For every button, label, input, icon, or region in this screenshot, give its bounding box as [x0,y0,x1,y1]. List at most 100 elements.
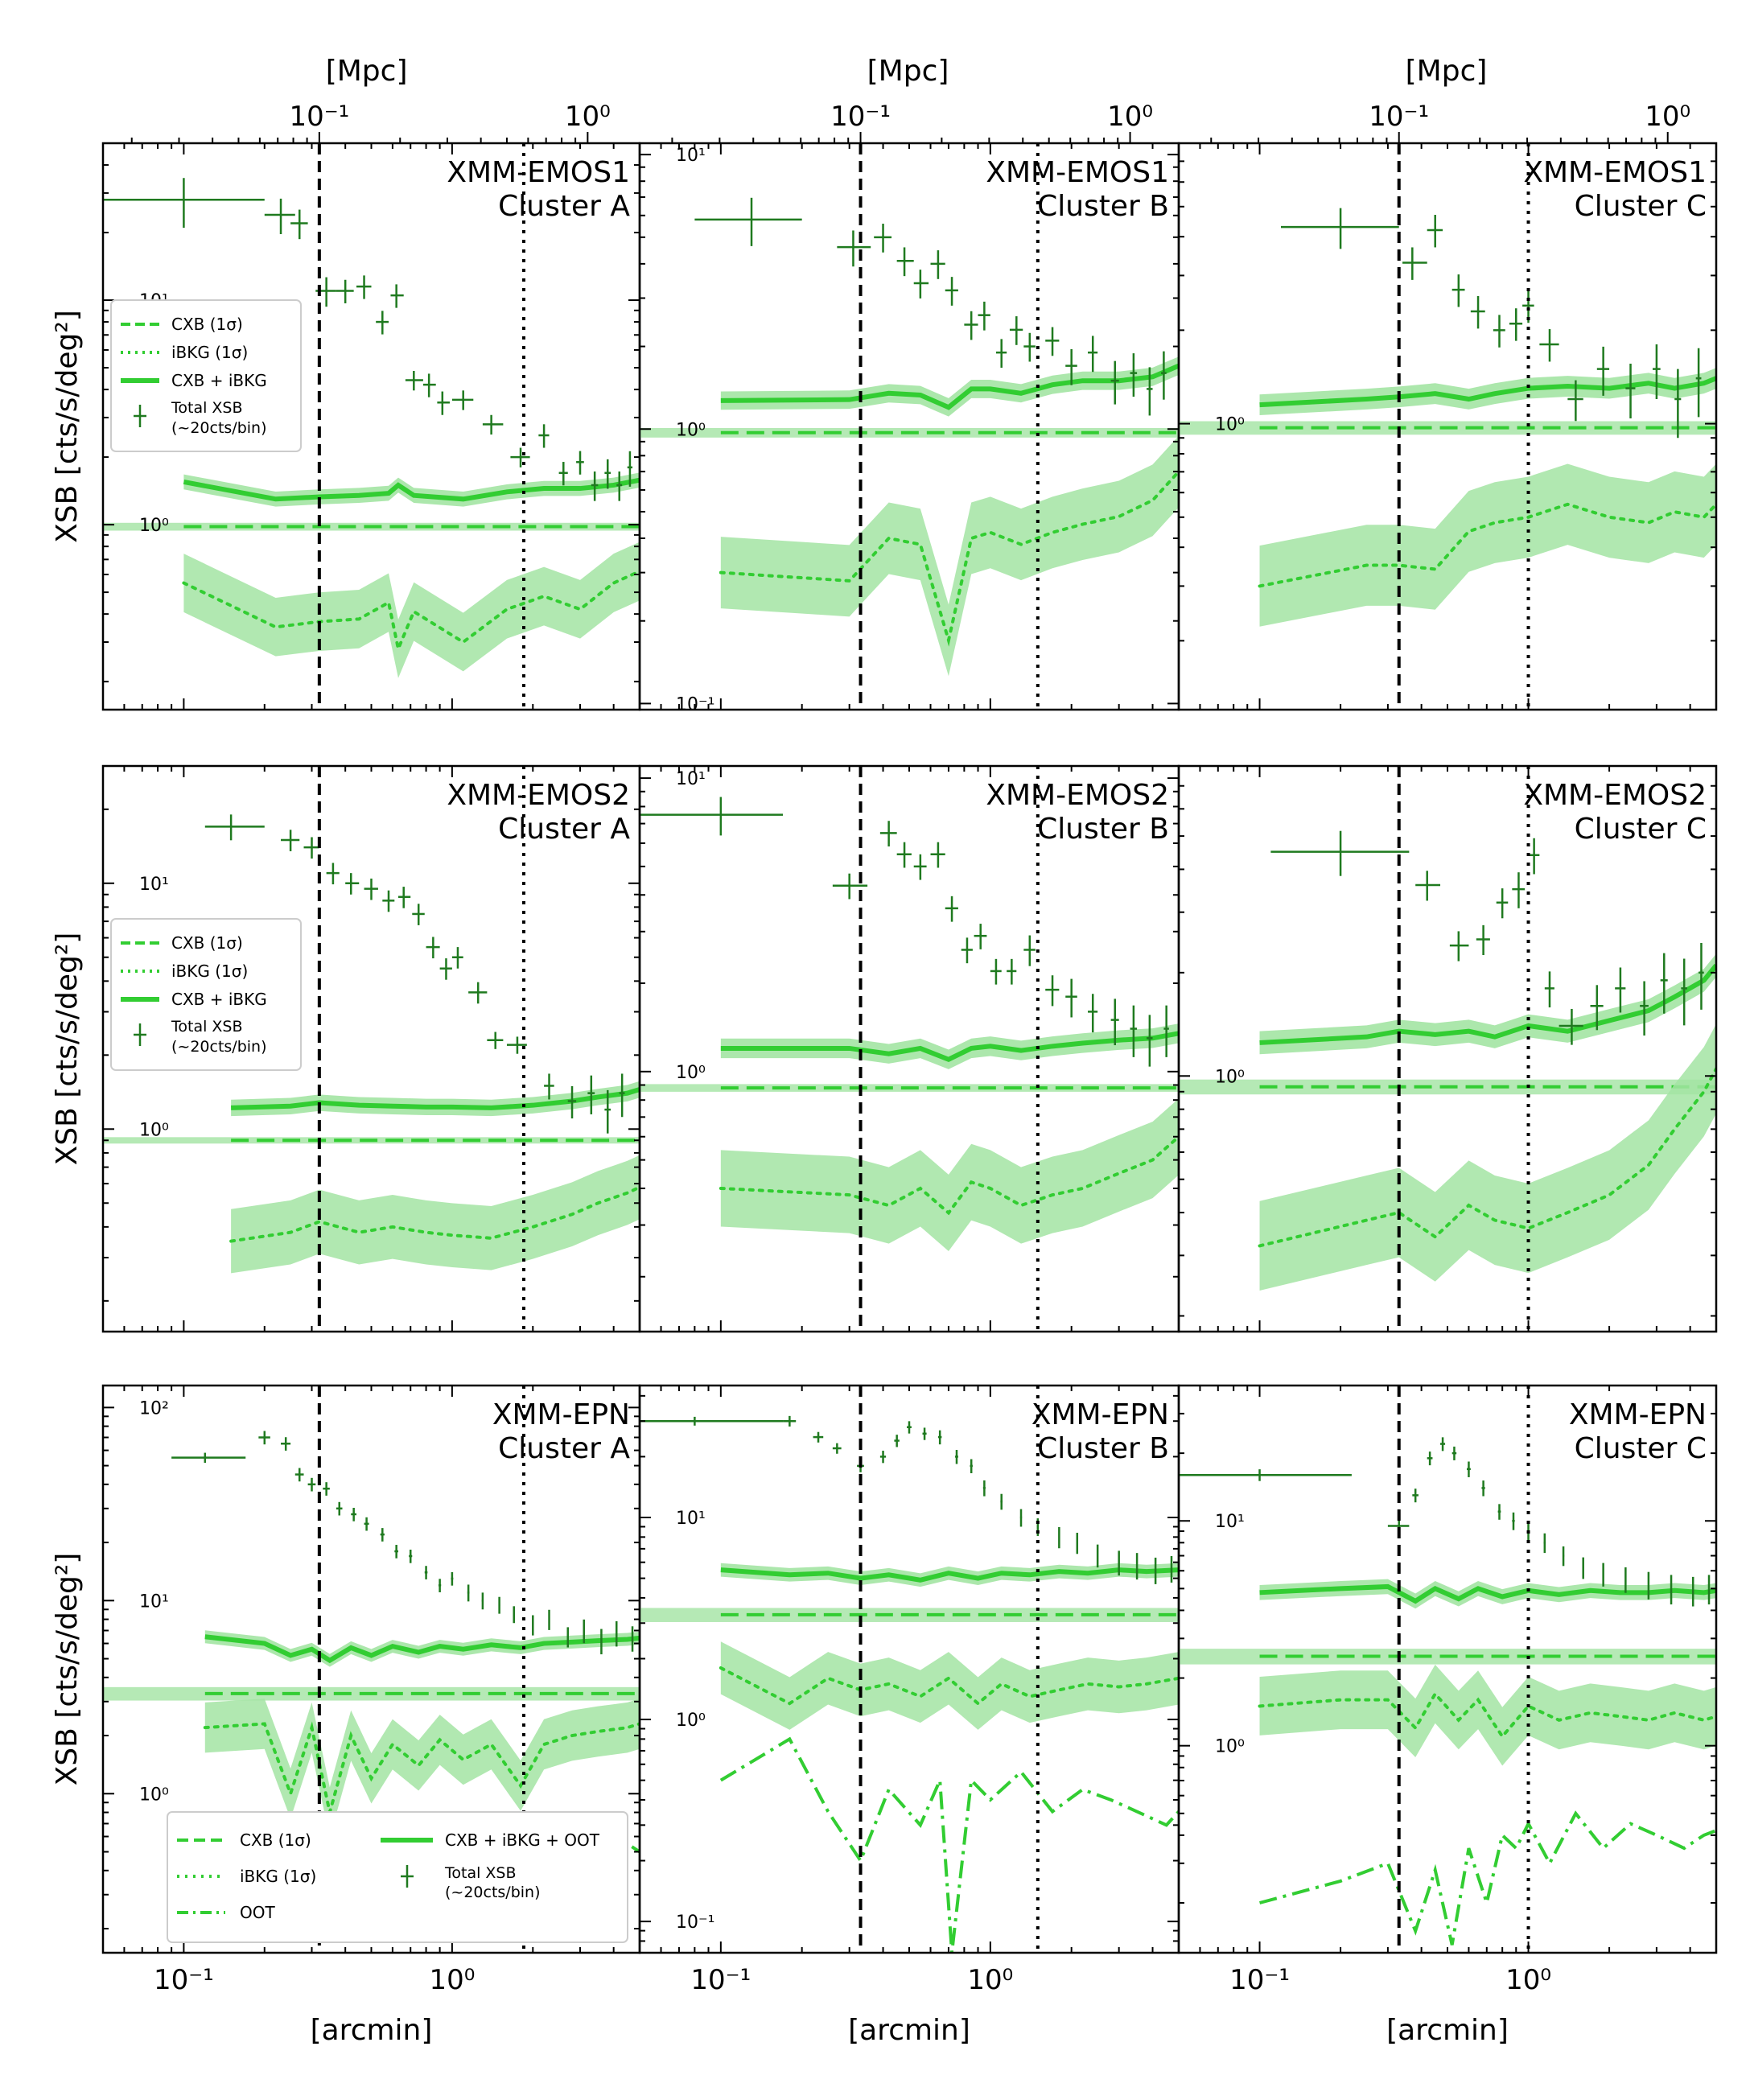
y-tick-label: 10¹ [676,769,706,789]
legend-data-label: Total XSB [171,399,243,417]
oot-line [719,1736,1179,1953]
y-tick-label: 10¹ [1215,1512,1245,1532]
y-tick-label: 10¹ [139,1591,169,1612]
total-line [720,1567,1179,1583]
x-tick-label: 10⁰ [1505,1964,1551,1996]
legend-data-label: Total XSB [171,1018,243,1036]
legend-total-label: CXB + iBKG [171,371,267,390]
panel-instrument-label: XMM-EPN [1031,1398,1169,1431]
ibkg-line [229,1185,640,1243]
legend-cxb-label: CXB (1σ) [171,315,243,334]
total-band [1259,953,1716,1055]
total-band [231,1081,640,1117]
mpc-tick-label: 10⁻¹ [1369,101,1429,133]
panel-cluster-label: Cluster A [498,1432,630,1465]
total-band [204,1630,640,1667]
ibkg-line [203,1721,640,1814]
x-tick-label: 10⁻¹ [690,1964,751,1996]
legend: CXB (1σ) iBKG (1σ) OOT CXB + iBKG + OOT Tota… [167,1811,628,1943]
y-tick-label: 10¹ [139,875,169,895]
x-axis-label: [arcmin] [1386,2014,1509,2047]
plot-area [103,143,640,710]
panel-instrument-label: XMM-EMOS1 [1523,156,1707,189]
y-tick-label: 10⁻¹ [676,694,714,714]
legend: CXB (1σ) iBKG (1σ) CXB + iBKG Total XSB (~20… [110,299,302,452]
y-tick-label: 10⁰ [1215,415,1245,435]
panel-instrument-label: XMM-EMOS1 [986,156,1169,189]
ibkg-line [719,1666,1179,1706]
panel-cluster-label: Cluster A [498,813,630,846]
plot-area [1179,1386,1716,1953]
legend-data-sublabel: (~20cts/bin) [445,1884,541,1901]
x-tick-label: 10⁻¹ [1229,1964,1290,1996]
legend-data-sublabel: (~20cts/bin) [171,1038,267,1056]
legend-box [110,299,302,452]
y-tick-label: 10⁰ [139,516,169,536]
ibkg-band [1259,463,1716,627]
ibkg-line [719,1134,1179,1216]
y-axis-label-row-2: XSB [cts/s/deg²] [51,933,84,1166]
plot-area [1179,143,1716,710]
legend-ibkg-label: iBKG (1σ) [171,343,248,362]
y-tick-label: 10⁰ [676,420,706,440]
panel-instrument-label: XMM-EMOS2 [1523,779,1707,812]
panel-cluster-label: Cluster A [498,190,630,223]
legend-ibkg-label: iBKG (1σ) [240,1867,316,1886]
legend-box [167,1811,628,1943]
y-tick-label: 10¹ [676,146,706,166]
y-tick-label: 10⁰ [139,1120,169,1140]
total-band [1259,368,1716,416]
panel-instrument-label: XMM-EPN [1569,1398,1707,1431]
panel-cluster-label: Cluster C [1575,1432,1707,1465]
y-tick-label: 10⁰ [1215,1737,1245,1757]
ibkg-band [1259,1023,1716,1291]
ibkg-band [720,1641,1179,1730]
panel-cluster-label: Cluster B [1037,190,1169,223]
legend-ibkg-label: iBKG (1σ) [171,961,248,981]
ibkg-line [719,470,1179,647]
y-tick-label: 10⁰ [139,1785,169,1805]
mpc-tick-label: 10⁻¹ [830,101,891,133]
plot-area [640,143,1179,710]
panel-cluster-label: Cluster B [1037,1432,1169,1465]
total-line [183,477,640,502]
y-axis-label-row-1: XSB [cts/s/deg²] [51,310,84,543]
legend-oot-label: OOT [240,1903,275,1922]
mpc-tick-label: 10⁰ [565,101,611,133]
x-axis-label: [arcmin] [848,2014,970,2047]
plot-area [103,1386,640,1953]
y-tick-label: 10⁰ [676,1063,706,1083]
y-tick-label: 10¹ [676,1509,706,1529]
panel-cluster-label: Cluster C [1575,813,1707,846]
mpc-tick-label: 10⁰ [1645,101,1690,133]
ibkg-band [231,1155,640,1274]
plot-area [640,1386,1179,1953]
plot-area [1179,766,1716,1332]
y-tick-label: 10⁻¹ [676,1913,714,1933]
y-tick-label: 10⁰ [1215,1067,1245,1087]
panel-instrument-label: XMM-EPN [492,1398,630,1431]
mpc-axis-label: [Mpc] [867,55,949,88]
x-tick-label: 10⁰ [429,1964,475,1996]
panel-instrument-label: XMM-EMOS2 [447,779,630,812]
total-line [1259,1583,1716,1604]
mpc-tick-label: 10⁻¹ [289,101,349,133]
legend-total-label: CXB + iBKG [171,990,267,1009]
ibkg-line [1258,502,1716,588]
y-tick-label: 10⁰ [676,1711,706,1731]
legend-cxb-label: CXB (1σ) [240,1830,311,1850]
mpc-tick-label: 10⁰ [1107,101,1153,133]
legend-data-label: Total XSB [444,1864,517,1882]
legend: CXB (1σ) iBKG (1σ) CXB + iBKG Total XSB (~20… [110,918,302,1071]
ibkg-band [720,1098,1179,1251]
legend-data-sublabel: (~20cts/bin) [171,419,267,437]
